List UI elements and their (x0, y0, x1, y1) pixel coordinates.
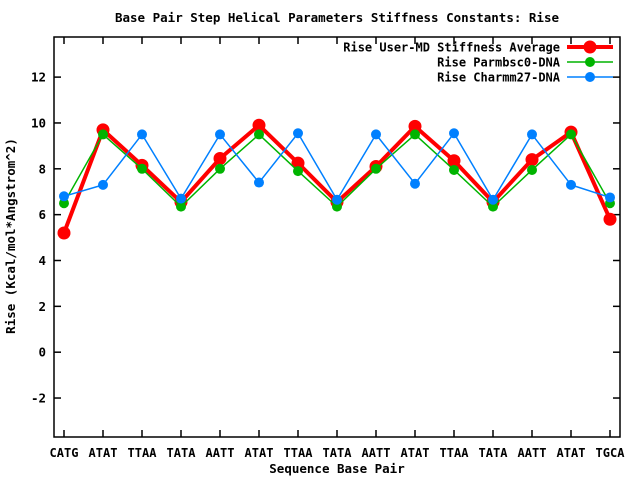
series-marker-2 (98, 179, 108, 190)
y-tick-label: 6 (38, 207, 46, 222)
series-marker-1 (449, 164, 459, 175)
y-axis-label: Rise (Kcal/mol*Angstrom^2) (3, 138, 18, 334)
series-marker-1 (371, 163, 381, 174)
series-marker-2 (566, 179, 576, 190)
series-marker-0 (57, 226, 71, 240)
legend-label: Rise Charmm27-DNA (437, 71, 561, 85)
series-marker-1 (176, 201, 186, 212)
series-marker-2 (371, 129, 381, 140)
x-tick-label: TATA (479, 446, 509, 460)
series-marker-0 (447, 154, 461, 168)
series-marker-2 (605, 192, 615, 203)
series-marker-1 (137, 163, 147, 174)
x-tick-label: TTAA (440, 446, 470, 460)
legend-marker (585, 72, 595, 82)
series-marker-1 (215, 163, 225, 174)
x-tick-label: TGCA (596, 446, 626, 460)
x-axis-label: Sequence Base Pair (269, 461, 405, 476)
y-tick-label: 0 (38, 345, 46, 360)
x-tick-label: TTAA (284, 446, 314, 460)
x-tick-label: TATA (167, 446, 197, 460)
series-marker-0 (252, 118, 266, 132)
y-tick-label: -2 (31, 391, 46, 406)
legend-label: Rise Parmbsc0-DNA (437, 56, 561, 70)
x-tick-label: TATA (323, 446, 353, 460)
y-tick-label: 8 (38, 161, 46, 176)
y-tick-label: 2 (38, 299, 46, 314)
legend-marker (585, 57, 595, 67)
series-marker-1 (332, 201, 342, 212)
x-tick-label: TTAA (128, 446, 158, 460)
legend-marker (583, 40, 597, 54)
series-marker-2 (449, 128, 459, 139)
series-marker-1 (293, 166, 303, 177)
series-marker-1 (254, 129, 264, 140)
series-marker-2 (293, 128, 303, 139)
series-marker-2 (254, 177, 264, 188)
y-tick-label: 12 (31, 70, 46, 85)
series-marker-2 (176, 193, 186, 204)
series-marker-2 (410, 178, 420, 189)
series-marker-0 (213, 151, 227, 165)
x-tick-label: AATT (206, 446, 235, 460)
series-marker-2 (488, 194, 498, 205)
series-marker-0 (408, 119, 422, 133)
x-tick-label: ATAT (89, 446, 118, 460)
legend-label: Rise User-MD Stiffness Average (343, 41, 560, 55)
series-marker-1 (488, 201, 498, 212)
series-marker-0 (525, 153, 539, 167)
series-marker-2 (332, 194, 342, 205)
series-marker-2 (527, 129, 537, 140)
x-tick-label: CATG (50, 446, 79, 460)
series-marker-0 (603, 212, 617, 226)
y-tick-label: 4 (38, 253, 46, 268)
y-tick-label: 10 (31, 115, 46, 130)
series-marker-1 (410, 129, 420, 140)
series-marker-2 (215, 129, 225, 140)
x-tick-label: AATT (518, 446, 547, 460)
series-marker-2 (137, 129, 147, 140)
x-tick-label: ATAT (557, 446, 586, 460)
x-tick-label: AATT (362, 446, 391, 460)
chart-title: Base Pair Step Helical Parameters Stiffn… (115, 10, 559, 25)
series-marker-2 (59, 191, 69, 202)
x-tick-label: ATAT (245, 446, 274, 460)
x-tick-label: ATAT (401, 446, 430, 460)
series-marker-1 (59, 198, 69, 209)
series-marker-1 (566, 129, 576, 140)
plot-border (53, 36, 621, 438)
series-marker-0 (291, 156, 305, 170)
series-marker-1 (527, 164, 537, 175)
series-marker-1 (98, 129, 108, 140)
